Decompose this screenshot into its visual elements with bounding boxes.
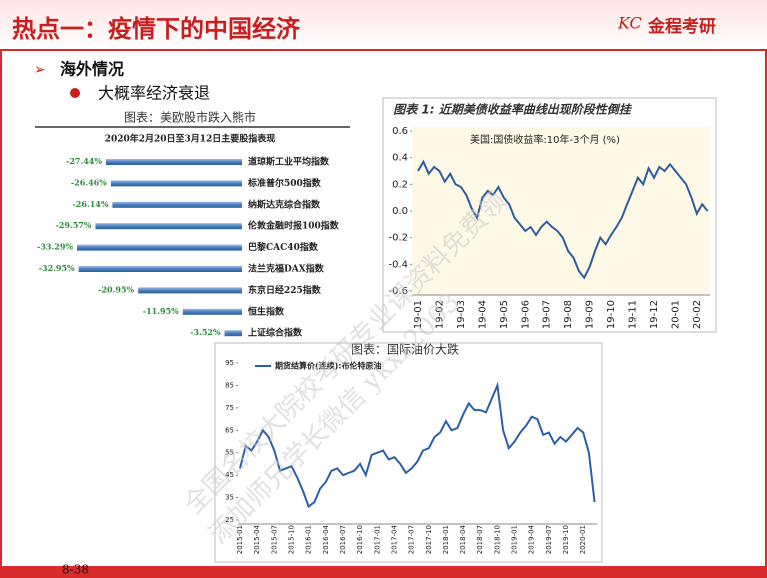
bar [138,287,242,294]
category-label: 纳斯达克综合指数 [248,198,321,210]
x-tick-label: 19-02 [434,300,445,329]
x-tick-label: 19-06 [520,300,531,329]
bullet-level2: 大概率经济衰退 [98,84,210,103]
value-label: -29.57% [55,220,91,230]
series-line [417,159,709,280]
x-tick-label: 19-10 [606,300,617,329]
x-tick-label: 2019-01 [511,525,519,554]
y-tick-label: 85 [225,381,234,389]
x-tick-label: 2017-04 [390,524,398,554]
x-tick-label: 2015-10 [287,525,295,554]
footer-band [0,566,767,578]
plot-area [412,127,710,295]
category-label: 恒生指数 [248,305,285,317]
legend-label: 期货结算价(连续):布伦特原油 [275,361,382,371]
x-tick-label: 2019-07 [545,525,553,554]
category-label: 巴黎CAC40指数 [248,241,319,253]
y-tick-label: -0.2 [388,233,408,244]
x-tick-label: 19-09 [585,300,596,329]
chart-caption: 图表：美欧股市跌入熊市 [124,110,256,125]
value-label: -33.29% [37,242,73,252]
x-tick-label: 2019-10 [562,525,570,554]
bullet-level1: 海外情况 [60,60,124,79]
chart-caption: 图表：国际油价大跌 [351,342,459,357]
x-tick-label: 19-11 [628,300,639,329]
value-label: -26.14% [72,199,108,209]
logo-text: 金程考研 [647,16,716,37]
chart-title: 2020年2月20日至3月12日主要股指表现 [105,133,276,145]
category-label: 标准普尔500指数 [247,177,322,189]
x-tick-label: 20-02 [692,300,703,329]
bar [95,223,242,230]
category-label: 道琼斯工业平均指数 [248,156,330,168]
y-tick-label: -0.6 [388,286,408,297]
category-label: 上证综合指数 [248,327,303,339]
value-label: -27.44% [66,156,102,166]
x-tick-label: 2019-04 [528,524,536,554]
x-tick-label: 19-03 [456,300,467,329]
series-line [239,381,596,509]
bar [112,201,242,208]
y-tick-label: 0.0 [392,206,408,217]
bullet-dot [70,88,80,98]
x-tick-label: 19-08 [563,300,574,329]
y-tick-label: 35 [225,494,234,502]
bar [182,308,242,315]
y-tick-label: 0.4 [392,153,408,164]
x-tick-label: 2017-01 [373,525,381,554]
value-label: -3.52% [190,327,221,337]
bar [105,159,242,165]
x-tick-label: 19-05 [499,300,510,329]
x-tick-label: 19-12 [649,300,660,329]
value-label: -20.95% [98,284,134,294]
x-tick-label: 2016-10 [356,525,364,554]
y-tick-label: 0.6 [392,126,408,137]
y-tick-label: 0.2 [392,179,408,190]
x-tick-label: 2020-01 [579,525,587,554]
y-tick-label: 25 [225,516,234,524]
y-tick-label: 75 [225,404,234,412]
bar [110,180,242,187]
value-label: -26.46% [71,177,107,187]
x-tick-label: 2016-04 [322,524,330,554]
category-label: 法兰克福DAX指数 [248,263,325,275]
bar [78,266,243,272]
x-tick-label: 19-07 [542,300,553,329]
y-tick-label: -0.4 [388,259,408,270]
x-tick-label: 2015-01 [236,525,244,554]
header-band [0,0,767,50]
category-label: 伦敦金融时报100指数 [248,220,340,232]
x-tick-label: 2018-01 [442,525,450,554]
y-tick-label: 45 [225,471,234,479]
chart-title: 美国:国债收益率:10年-3个月 (%) [470,133,620,146]
x-tick-label: 19-01 [413,300,424,329]
y-tick-label: 55 [225,449,234,457]
x-tick-label: 20-01 [670,300,681,329]
x-tick-label: 2018-10 [493,525,501,554]
x-tick-label: 2016-01 [305,525,313,554]
value-label: -11.95% [143,306,179,316]
bar [224,330,242,337]
x-tick-label: 19-04 [477,300,488,329]
x-tick-label: 2016-07 [339,525,347,554]
value-label: -32.95% [39,263,75,273]
logo-mark: KC [617,14,642,33]
x-tick-label: 2017-07 [408,525,416,554]
x-tick-label: 2015-04 [253,524,261,554]
x-tick-label: 2018-04 [459,524,467,554]
plot-area [238,359,597,524]
slide-title: 热点一：疫情下的中国经济 [12,15,301,43]
chart-caption: 图表 1: 近期美债收益率曲线出现阶段性倒挂 [393,103,633,117]
y-tick-label: 65 [225,426,234,434]
page-number: 8-38 [62,563,89,577]
bar [77,244,242,251]
y-tick-label: 95 [225,359,234,367]
x-tick-label: 2018-07 [476,525,484,554]
x-tick-label: 2015-07 [270,525,278,554]
category-label: 东京日经225指数 [248,284,322,296]
x-tick-label: 2017-10 [425,525,433,554]
bullet-arrow: ➢ [34,62,46,78]
